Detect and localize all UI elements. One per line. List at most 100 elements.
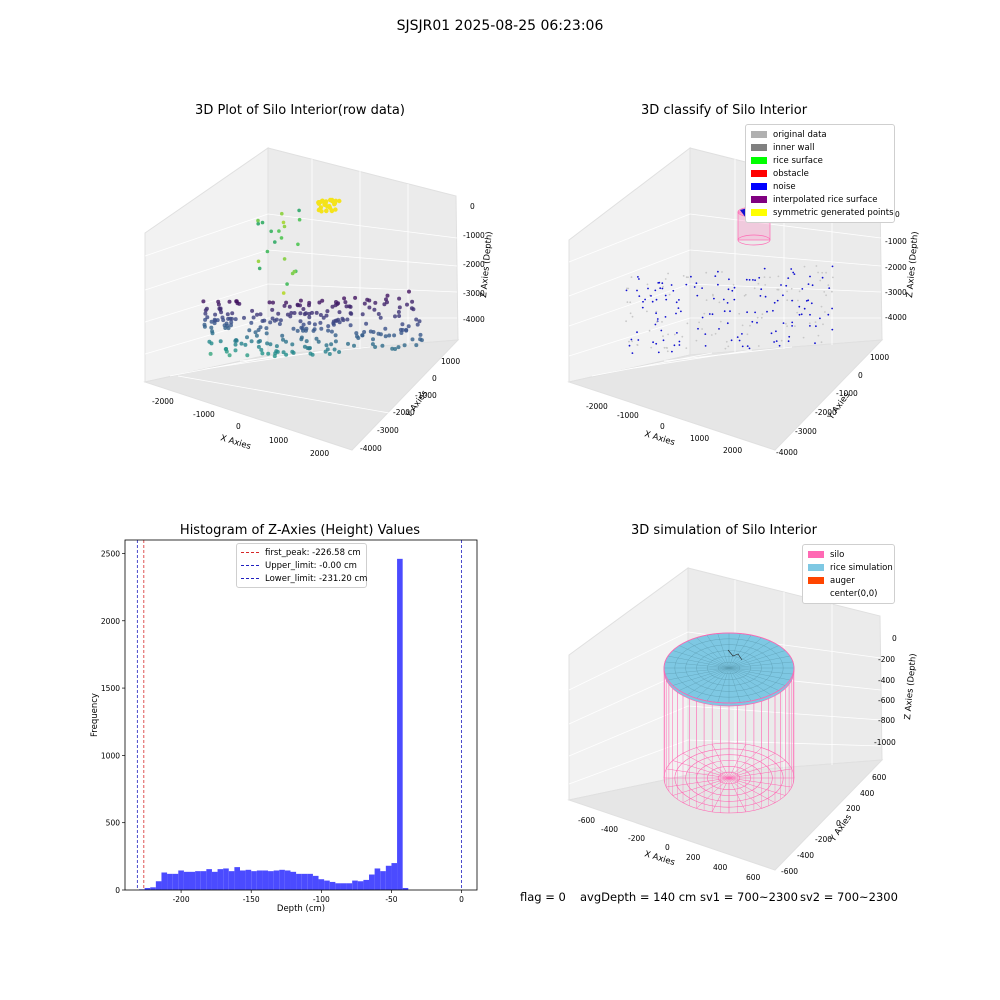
data-point bbox=[808, 322, 811, 325]
data-point bbox=[718, 301, 721, 304]
p1-xtick: 2000 bbox=[310, 449, 329, 458]
data-point bbox=[266, 351, 271, 356]
data-point bbox=[630, 276, 633, 278]
histogram-xtick-label: -150 bbox=[243, 895, 260, 904]
data-point bbox=[234, 338, 239, 342]
data-point bbox=[209, 325, 214, 330]
p4-ztick: -200 bbox=[878, 655, 895, 664]
p4-ztick: -1000 bbox=[874, 738, 896, 747]
data-point bbox=[754, 311, 756, 314]
histogram-bar bbox=[262, 870, 269, 890]
data-point bbox=[201, 299, 206, 304]
data-point bbox=[642, 300, 644, 303]
data-point bbox=[414, 343, 419, 348]
data-point bbox=[282, 303, 287, 308]
data-point bbox=[788, 335, 791, 338]
data-point bbox=[825, 271, 827, 274]
p4-xtick: 200 bbox=[686, 853, 701, 862]
data-point bbox=[264, 331, 269, 336]
silo-floor-spoke bbox=[728, 777, 762, 809]
data-point bbox=[400, 322, 405, 327]
data-point bbox=[714, 275, 717, 277]
data-point bbox=[814, 342, 816, 345]
data-point bbox=[328, 197, 333, 203]
data-point bbox=[741, 345, 744, 348]
legend-entry-first-peak: first_peak: -226.58 cm bbox=[241, 546, 362, 559]
data-point bbox=[803, 265, 806, 268]
rice-mesh-spoke bbox=[696, 667, 730, 699]
legend-entry-rice-surface: rice surface bbox=[751, 154, 889, 167]
p4-xtick: 0 bbox=[665, 843, 670, 852]
rice-mesh-spoke bbox=[728, 667, 762, 699]
data-point bbox=[809, 313, 811, 316]
histogram-bar bbox=[385, 865, 392, 890]
data-point bbox=[782, 322, 785, 324]
data-point bbox=[769, 276, 771, 279]
data-point bbox=[726, 322, 729, 325]
data-point bbox=[210, 329, 215, 334]
rice-mesh-spoke bbox=[679, 645, 730, 669]
data-point bbox=[354, 331, 359, 336]
p4-ytick: -400 bbox=[797, 851, 814, 860]
data-point bbox=[819, 279, 822, 282]
data-point bbox=[326, 328, 331, 333]
data-point bbox=[307, 303, 311, 308]
data-point bbox=[759, 295, 762, 297]
data-point bbox=[324, 343, 329, 348]
data-point bbox=[292, 311, 297, 315]
data-point bbox=[646, 283, 649, 286]
silo-floor-spoke bbox=[666, 777, 730, 788]
data-point bbox=[279, 236, 284, 240]
data-point bbox=[626, 287, 628, 290]
silo-floor-spoke bbox=[728, 747, 762, 779]
data-point bbox=[367, 305, 372, 310]
data-point bbox=[712, 294, 714, 297]
data-point bbox=[245, 335, 249, 340]
data-point bbox=[407, 289, 411, 294]
data-point bbox=[331, 322, 336, 327]
silo-floor-spoke bbox=[666, 768, 730, 779]
panel1-grid bbox=[144, 159, 458, 415]
data-point bbox=[807, 299, 810, 302]
data-point bbox=[701, 287, 703, 289]
legend-entry-rice-simulation: rice simulation bbox=[808, 561, 893, 574]
legend-entry-lower-limit: Lower_limit: -231.20 cm bbox=[241, 572, 367, 585]
silo-floor-spoke bbox=[682, 777, 730, 803]
histogram-vlines bbox=[136, 540, 462, 890]
data-point bbox=[798, 290, 801, 293]
legend-swatch bbox=[751, 170, 767, 177]
data-point bbox=[794, 325, 796, 327]
rice-mesh-spoke bbox=[687, 641, 730, 669]
data-point bbox=[304, 326, 309, 331]
panel2-title: 3D classify of Silo Interior bbox=[640, 103, 808, 118]
data-point bbox=[666, 350, 669, 353]
data-point bbox=[831, 265, 834, 268]
data-point bbox=[785, 322, 787, 325]
data-point bbox=[801, 288, 804, 290]
p1-xtick: 0 bbox=[236, 422, 241, 431]
data-point bbox=[629, 301, 632, 304]
p1-xtick: -2000 bbox=[152, 397, 174, 406]
data-point bbox=[301, 328, 305, 333]
p4-ytick: 400 bbox=[860, 789, 875, 798]
data-point bbox=[685, 283, 688, 286]
panel1-3d-scatter: -2000 -1000 0 1000 2000 1000 0 -1000 -20… bbox=[143, 147, 495, 458]
data-point bbox=[406, 324, 411, 329]
data-point bbox=[797, 299, 799, 302]
p4-zlabel: Z Axies (Depth) bbox=[903, 653, 919, 720]
data-point bbox=[292, 269, 297, 274]
data-point bbox=[337, 350, 342, 354]
data-point bbox=[256, 344, 261, 349]
data-point bbox=[733, 286, 736, 289]
data-point bbox=[656, 318, 659, 320]
data-point bbox=[719, 320, 722, 323]
data-point bbox=[745, 278, 748, 281]
data-point bbox=[307, 321, 312, 325]
data-point bbox=[695, 282, 698, 285]
data-point bbox=[664, 278, 667, 280]
data-point bbox=[791, 299, 793, 302]
data-point bbox=[726, 302, 729, 304]
data-point bbox=[307, 311, 312, 316]
p1-ztick: 0 bbox=[470, 202, 475, 211]
data-point bbox=[355, 334, 359, 339]
